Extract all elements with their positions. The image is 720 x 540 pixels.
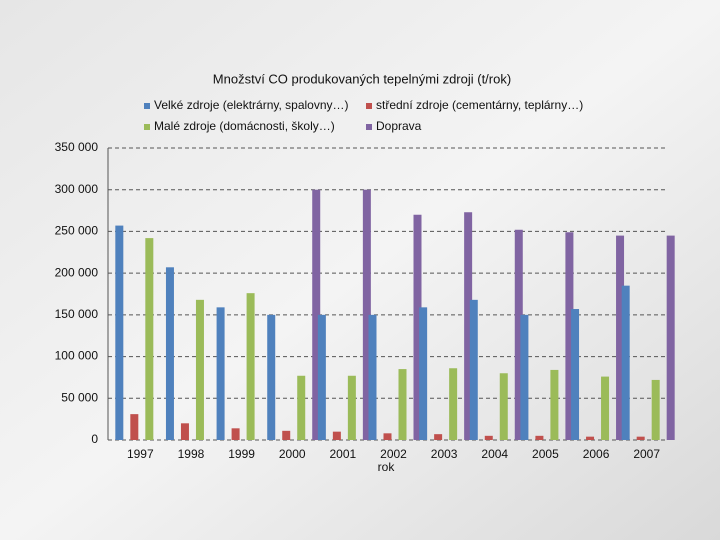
bar	[130, 414, 139, 440]
legend-swatch	[366, 103, 372, 109]
bar	[383, 433, 392, 440]
bar	[464, 212, 473, 440]
x-tick-label: 2007	[633, 447, 660, 461]
y-tick-label: 150 000	[55, 307, 99, 321]
bar	[347, 375, 356, 440]
bar	[246, 293, 255, 440]
legend-swatch	[366, 124, 372, 130]
bar	[666, 235, 675, 440]
legend-swatch	[144, 103, 150, 109]
bar	[180, 423, 189, 440]
bar	[571, 309, 580, 440]
x-tick-label: 2001	[330, 447, 357, 461]
y-tick-label: 350 000	[55, 140, 99, 154]
bar	[449, 368, 458, 440]
bar	[434, 434, 443, 440]
bar	[398, 369, 407, 440]
bar	[216, 307, 225, 440]
bar	[419, 307, 428, 440]
bar	[651, 379, 660, 440]
bar	[601, 376, 610, 440]
bar	[297, 375, 306, 440]
legend-label: Doprava	[376, 119, 422, 133]
x-axis-label: rok	[378, 460, 396, 474]
legend-label: Velké zdroje (elektrárny, spalovny…)	[154, 98, 349, 112]
bar	[550, 369, 559, 440]
bar	[565, 232, 574, 440]
y-tick-label: 250 000	[55, 224, 99, 238]
y-tick-label: 300 000	[55, 182, 99, 196]
bar	[362, 189, 371, 440]
bar	[317, 314, 326, 440]
x-tick-label: 1999	[228, 447, 255, 461]
bar	[616, 235, 625, 440]
bar	[231, 428, 240, 440]
x-tick-label: 2004	[481, 447, 508, 461]
y-tick-label: 50 000	[61, 390, 98, 404]
bar	[312, 189, 321, 440]
y-tick-label: 200 000	[55, 265, 99, 279]
chart-title: Množství CO produkovaných tepelnými zdro…	[213, 71, 511, 86]
x-tick-label: 2006	[583, 447, 610, 461]
x-tick-label: 2000	[279, 447, 306, 461]
bar	[145, 238, 154, 440]
bar	[165, 267, 174, 440]
bar	[368, 314, 377, 440]
bar	[332, 431, 341, 440]
bar	[621, 285, 630, 440]
bar	[195, 299, 204, 440]
y-tick-label: 0	[91, 432, 98, 446]
bar	[115, 225, 124, 440]
bar	[469, 299, 478, 440]
x-tick-label: 1998	[178, 447, 205, 461]
x-tick-label: 2002	[380, 447, 407, 461]
x-tick-label: 1997	[127, 447, 154, 461]
legend-label: střední zdroje (cementárny, teplárny…)	[376, 98, 583, 112]
bar	[267, 314, 276, 440]
bar	[413, 214, 422, 440]
y-tick-label: 100 000	[55, 349, 99, 363]
legend-swatch	[144, 124, 150, 130]
bar	[484, 435, 493, 440]
bar	[520, 314, 529, 440]
bar	[586, 436, 595, 440]
x-tick-label: 2005	[532, 447, 559, 461]
x-tick-label: 2003	[431, 447, 458, 461]
bar	[499, 373, 508, 440]
bar	[535, 435, 544, 440]
bar	[636, 436, 645, 440]
legend-label: Malé zdroje (domácnosti, školy…)	[154, 119, 335, 133]
bar	[514, 229, 523, 440]
bar	[282, 430, 291, 440]
